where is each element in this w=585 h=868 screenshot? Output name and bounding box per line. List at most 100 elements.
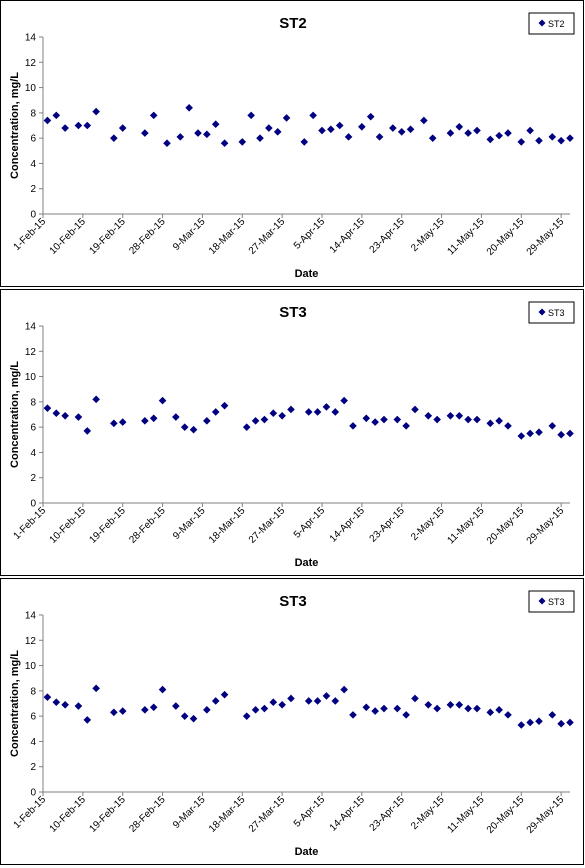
data-point — [43, 116, 52, 125]
data-point — [557, 136, 565, 145]
data-point — [238, 138, 247, 146]
x-tick-label: 2-May-15 — [409, 505, 447, 543]
data-point — [260, 415, 269, 424]
y-tick-label: 12 — [25, 58, 37, 69]
data-point — [141, 417, 149, 425]
x-tick-label: 9-Mar-15 — [171, 216, 208, 253]
data-point — [526, 429, 534, 438]
data-point — [331, 408, 340, 416]
y-axis-label: Concentration, mg/L — [9, 650, 21, 757]
x-tick-label: 14-Apr-15 — [328, 216, 368, 256]
chart-title: ST3 — [279, 593, 307, 610]
x-tick-label: 27-Mar-15 — [247, 794, 288, 835]
data-point — [158, 685, 167, 694]
legend-box — [528, 301, 575, 324]
x-axis-label: Date — [295, 557, 319, 569]
data-point — [566, 134, 574, 142]
y-tick-label: 8 — [30, 686, 36, 697]
data-point — [380, 704, 388, 713]
data-point — [220, 401, 229, 410]
x-tick-label: 29-May-15 — [525, 216, 567, 258]
x-tick-label: 2-May-15 — [409, 794, 447, 832]
x-tick-label: 1-Feb-15 — [12, 505, 49, 542]
data-point — [61, 411, 69, 420]
data-point — [194, 129, 202, 137]
data-point — [504, 129, 512, 137]
x-tick-label: 20-May-15 — [485, 505, 527, 547]
x-tick-label: 1-Feb-15 — [12, 794, 49, 831]
data-point — [335, 121, 344, 130]
x-tick-label: 10-Feb-15 — [48, 216, 89, 257]
data-point — [424, 700, 433, 709]
data-point — [309, 111, 317, 120]
data-point — [397, 128, 406, 136]
x-tick-label: 23-Apr-15 — [368, 505, 408, 545]
legend: ST3 — [528, 301, 575, 324]
data-point — [61, 124, 69, 132]
data-point — [251, 417, 260, 425]
data-point — [43, 404, 52, 412]
data-point — [517, 138, 526, 146]
x-tick-label: 19-Feb-15 — [87, 216, 128, 257]
data-point — [163, 139, 171, 147]
y-tick-label: 12 — [25, 347, 37, 358]
data-point — [446, 129, 455, 137]
data-point — [495, 706, 503, 714]
data-point — [557, 430, 565, 439]
data-point — [411, 405, 419, 414]
data-point — [203, 706, 211, 714]
data-point — [446, 700, 455, 709]
legend-marker — [538, 597, 546, 605]
data-point — [535, 136, 543, 145]
chart-svg: ST3 0 2 4 6 8 10 12 14 1-Feb-15 10-Feb-15 19-Feb-15… — [9, 301, 575, 569]
chart-title: ST2 — [279, 15, 307, 32]
data-point — [486, 135, 495, 144]
data-point — [495, 131, 503, 140]
x-tick-label: 14-Apr-15 — [328, 505, 368, 545]
data-point — [149, 414, 158, 423]
data-point — [433, 704, 441, 713]
x-tick-label: 18-Mar-15 — [207, 505, 248, 546]
chart-title: ST3 — [279, 304, 307, 321]
data-point — [557, 719, 565, 728]
data-point — [118, 418, 127, 426]
data-point — [110, 419, 118, 428]
y-tick-label: 4 — [30, 159, 36, 170]
y-tick-label: 8 — [30, 108, 36, 119]
data-point — [269, 409, 278, 418]
x-tick-label: 9-Mar-15 — [171, 505, 208, 542]
data-point — [433, 415, 441, 424]
data-point — [61, 700, 69, 709]
x-axis-label: Date — [295, 846, 319, 858]
data-point — [172, 702, 180, 710]
legend-box — [528, 12, 575, 35]
data-point — [304, 697, 313, 705]
data-point — [504, 711, 512, 719]
data-point — [83, 427, 92, 435]
data-point — [406, 125, 415, 134]
data-point — [526, 126, 534, 135]
data-point — [318, 126, 326, 135]
data-point — [548, 133, 557, 141]
data-point — [322, 692, 331, 700]
data-point — [486, 708, 495, 717]
y-tick-label: 6 — [30, 423, 36, 434]
data-point — [566, 718, 574, 727]
data-point — [535, 428, 543, 436]
data-point — [141, 129, 149, 137]
x-tick-label: 23-Apr-15 — [368, 794, 408, 834]
y-tick-label: 6 — [30, 134, 36, 145]
data-point — [402, 711, 410, 719]
x-tick-label: 28-Feb-15 — [127, 794, 168, 835]
data-point — [92, 395, 100, 404]
y-tick-label: 4 — [30, 448, 36, 459]
x-tick-label: 14-Apr-15 — [328, 794, 368, 834]
data-point — [327, 125, 335, 134]
data-point — [141, 706, 149, 714]
data-point — [203, 417, 211, 425]
x-tick-label: 18-Mar-15 — [207, 794, 248, 835]
legend: ST2 — [528, 12, 575, 35]
chart-svg: ST3 0 2 4 6 8 10 12 14 1-Feb-15 10-Feb-15 19-Feb-15… — [9, 590, 575, 858]
chart-panel-st3-b: ST3 0 2 4 6 8 10 12 14 1-Feb-15 10-Feb-15 19-Feb-15… — [0, 578, 584, 865]
data-point — [118, 124, 127, 132]
